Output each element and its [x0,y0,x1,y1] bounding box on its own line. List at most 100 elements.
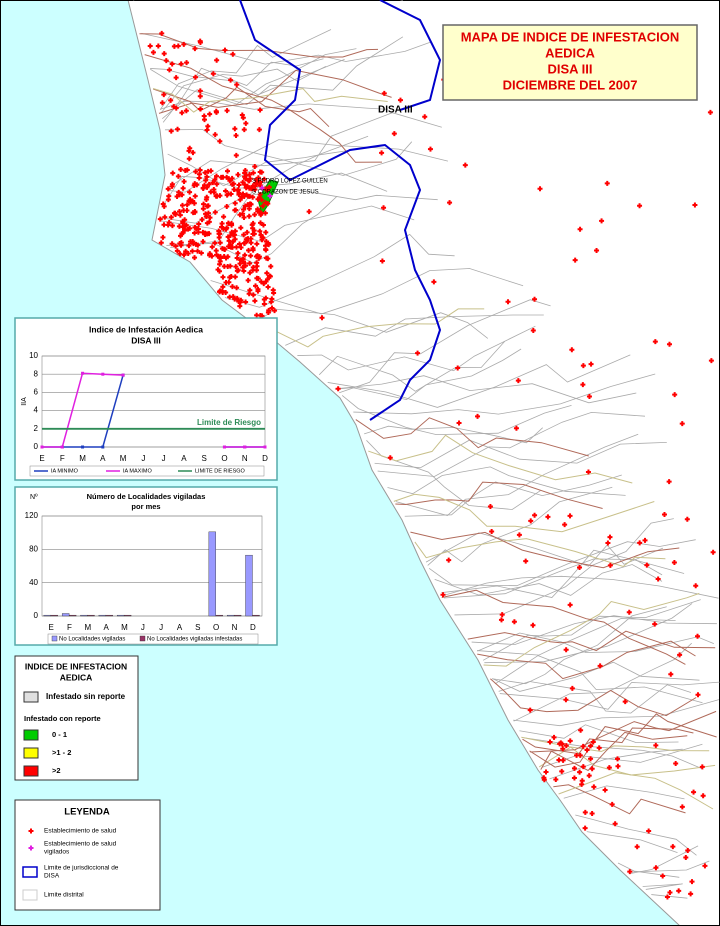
establishment-marker [180,220,186,226]
establishment-marker [513,425,519,431]
establishment-marker [257,169,263,175]
establishment-marker [195,248,201,254]
establishment-marker [692,202,698,208]
establishment-marker [626,609,632,615]
establishment-marker [427,146,433,152]
establishment-marker [208,168,214,174]
establishment-marker [219,288,225,294]
road [490,678,697,717]
legend-box [29,465,265,477]
district-line [210,268,524,315]
establishment-marker [240,264,246,270]
index-legend-subtitle: Infestado con reporte [24,714,101,723]
district-line [519,724,679,744]
road [395,481,603,509]
establishment-marker [184,207,190,213]
establishment-marker [580,743,586,749]
establishment-marker [220,174,226,180]
district-line [549,748,683,780]
road [393,493,655,533]
y-tick-label: 4 [34,406,39,415]
establishment-marker [679,804,685,810]
district-line [334,375,637,404]
x-tick-label: N [242,454,248,463]
establishment-marker [381,205,387,211]
establishment-marker [247,201,253,207]
establishment-marker [666,479,672,485]
establishment-marker [259,185,265,191]
establishment-marker [666,341,672,347]
establishment-marker [238,225,244,231]
establishment-marker [213,248,219,254]
establishment-marker [183,248,189,254]
chart-subtitle: DISA III [131,335,160,345]
road [414,538,666,568]
establishment-marker [200,185,206,191]
establishment-marker [607,534,613,540]
establishment-marker [250,292,256,298]
establishment-marker [232,207,238,213]
legend-label: No Localidades vigiladas [59,637,125,643]
establishment-marker [197,93,203,99]
establishment-marker [609,801,615,807]
establishment-marker [195,242,201,248]
establishment-marker [178,61,184,67]
establishment-marker [217,268,223,274]
establishment-marker [239,112,245,118]
establishment-marker [232,228,238,234]
road [410,531,680,569]
establishment-marker [545,514,551,520]
establishment-marker [155,43,161,49]
establishment-marker [264,187,270,193]
establishment-marker [580,382,586,388]
place-label: S CORAZON DE JESUS [252,190,319,196]
district-line [441,549,685,598]
establishment-marker [250,170,256,176]
establishment-marker [652,339,658,345]
establishment-marker [530,622,536,628]
establishment-marker [196,175,202,181]
establishment-marker [227,263,233,269]
establishment-marker [246,213,252,219]
establishment-marker [181,252,187,258]
establishment-marker [700,793,706,799]
establishment-marker [184,202,190,208]
establishment-marker [556,757,562,763]
establishment-marker [237,303,243,309]
establishment-marker [670,844,676,850]
district-line [442,575,719,599]
establishment-marker [569,685,575,691]
establishment-marker [206,181,212,187]
establishment-marker [147,43,153,49]
establishment-marker [379,150,385,156]
establishment-marker [577,565,583,571]
establishment-marker [166,220,172,226]
establishment-marker [212,132,218,138]
establishment-marker [560,746,566,752]
district-line [377,411,646,477]
establishment-marker [589,766,595,772]
establishment-marker [205,123,211,129]
establishment-marker [187,239,193,245]
establishment-marker [175,126,181,132]
district-line [353,373,656,415]
x-tick-label: A [103,623,109,632]
establishment-marker [234,285,240,291]
establishment-marker [177,251,183,257]
chart-title: Número de Localidades vigiladas [87,492,206,501]
establishment-marker [586,393,592,399]
establishment-marker [170,170,176,176]
establishment-marker [265,256,271,262]
establishment-marker [233,244,239,250]
establishment-marker [487,503,493,509]
establishment-marker [569,347,575,353]
chart-panel [14,486,278,646]
point-marker [40,445,44,449]
x-tick-label: A [181,454,187,463]
establishment-marker [241,258,247,264]
establishment-marker [684,516,690,522]
road [144,54,383,163]
establishment-marker [257,228,263,234]
establishment-marker [543,769,549,775]
establishment-marker [28,828,34,834]
